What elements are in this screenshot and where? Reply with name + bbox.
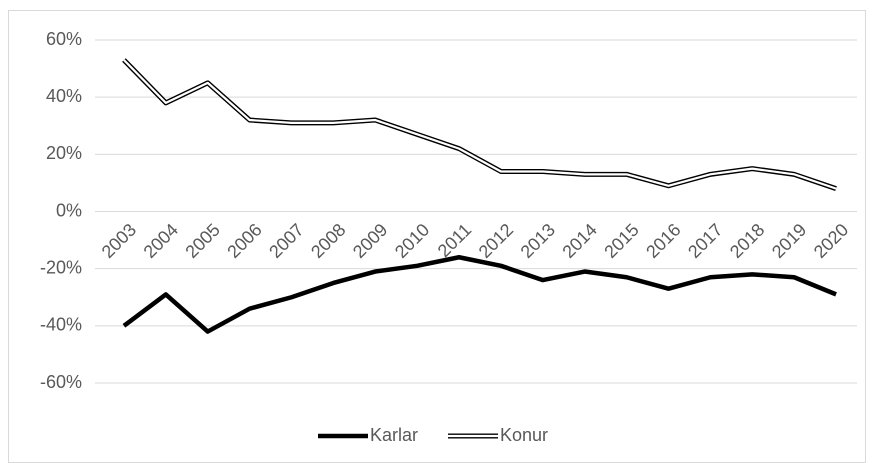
y-tick-label: 20% bbox=[46, 143, 82, 163]
y-tick-label: -20% bbox=[40, 257, 82, 277]
y-tick-label: -60% bbox=[40, 372, 82, 392]
y-tick-label: 40% bbox=[46, 86, 82, 106]
legend-label: Konur bbox=[500, 425, 548, 445]
legend-label: Karlar bbox=[370, 425, 418, 445]
y-tick-label: 60% bbox=[46, 29, 82, 49]
y-tick-label: 0% bbox=[56, 200, 82, 220]
y-tick-label: -40% bbox=[40, 315, 82, 335]
line bbox=[122, 254, 837, 334]
line bbox=[123, 59, 837, 190]
